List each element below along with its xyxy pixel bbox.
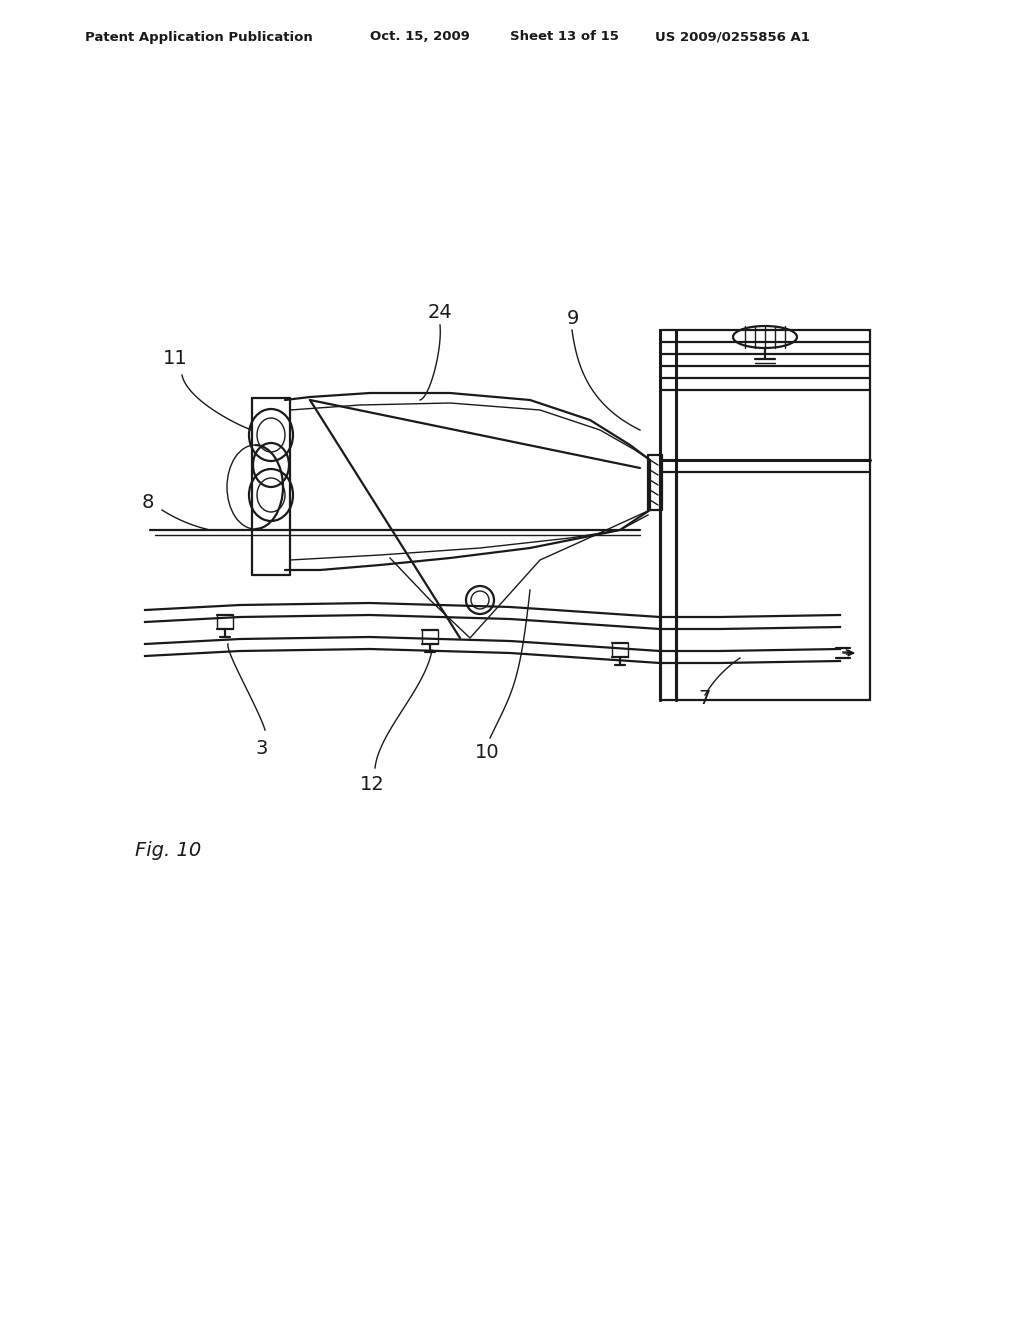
Text: 10: 10 — [475, 742, 500, 762]
Text: Oct. 15, 2009: Oct. 15, 2009 — [370, 30, 470, 44]
Text: 11: 11 — [163, 348, 187, 367]
Text: Patent Application Publication: Patent Application Publication — [85, 30, 312, 44]
Text: Fig. 10: Fig. 10 — [135, 841, 202, 859]
Text: US 2009/0255856 A1: US 2009/0255856 A1 — [655, 30, 810, 44]
Text: 24: 24 — [428, 302, 453, 322]
Text: 9: 9 — [567, 309, 580, 327]
Text: 12: 12 — [359, 776, 384, 795]
Text: 7: 7 — [698, 689, 712, 708]
Text: Sheet 13 of 15: Sheet 13 of 15 — [510, 30, 618, 44]
Text: 8: 8 — [141, 494, 155, 512]
Text: 3: 3 — [256, 738, 268, 758]
